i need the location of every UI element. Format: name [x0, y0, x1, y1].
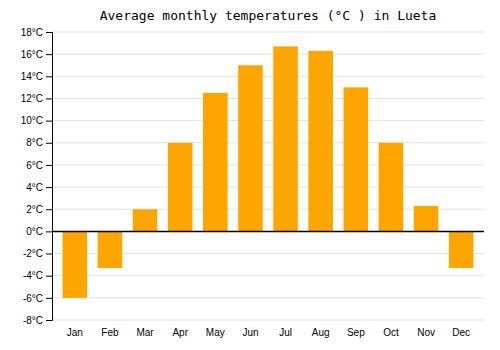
- x-tick-label: Dec: [452, 327, 470, 338]
- chart: -8°C -6°C -4°C -2°C 0°C 2°C 4°C 6°C 8°C 10°C 12°C 1…: [0, 0, 500, 350]
- y-tick-label: 10°C: [21, 115, 43, 126]
- zero-line: [52, 231, 484, 233]
- grid-line: [52, 231, 484, 232]
- y-tick-label: 8°C: [26, 137, 43, 148]
- y-tick-mark: [46, 98, 52, 99]
- y-tick-mark: [46, 143, 52, 144]
- bar: [133, 209, 158, 231]
- x-tick-label: May: [206, 327, 225, 338]
- y-tick-mark: [46, 187, 52, 188]
- bar: [273, 46, 298, 231]
- x-tick: May: [206, 327, 225, 338]
- grid-line: [52, 76, 484, 77]
- x-tick-label: Apr: [172, 327, 188, 338]
- y-tick-label: 18°C: [21, 27, 43, 38]
- grid-line: [52, 120, 484, 121]
- y-axis: -8°C -6°C -4°C -2°C 0°C 2°C 4°C 6°C 8°C 10°C 12°C 1…: [21, 27, 53, 326]
- x-tick: Jan: [67, 327, 83, 338]
- y-tick-label: -8°C: [23, 315, 43, 326]
- x-tick: Jul: [279, 327, 292, 338]
- y-tick: 2°C: [26, 204, 52, 215]
- x-tick: Apr: [172, 327, 188, 338]
- x-axis: Jan Feb Mar Apr May Jun Jul Aug Sep Oct Nov Dec: [67, 327, 470, 338]
- y-tick-label: 6°C: [26, 160, 43, 171]
- y-tick-label: 0°C: [26, 226, 43, 237]
- bar: [238, 65, 263, 231]
- x-tick-label: Jun: [242, 327, 258, 338]
- x-tick: Mar: [136, 327, 154, 338]
- y-tick-mark: [46, 298, 52, 299]
- bar: [449, 231, 474, 268]
- x-tick-label: Oct: [383, 327, 399, 338]
- y-tick: -2°C: [23, 248, 52, 259]
- y-tick: 12°C: [21, 93, 52, 104]
- x-tick-label: Jul: [279, 327, 292, 338]
- y-tick: -6°C: [23, 293, 52, 304]
- y-tick-label: -6°C: [23, 293, 43, 304]
- y-tick-mark: [46, 54, 52, 55]
- x-tick: Jun: [242, 327, 258, 338]
- y-tick: 6°C: [26, 160, 52, 171]
- x-tick-label: Aug: [312, 327, 330, 338]
- x-tick: Oct: [383, 327, 399, 338]
- y-tick-label: 16°C: [21, 49, 43, 60]
- bars: [52, 46, 484, 297]
- y-tick-mark: [46, 165, 52, 166]
- bar: [63, 231, 88, 297]
- title: Average monthly temperatures (°C ) in Lu…: [100, 8, 437, 23]
- y-tick: 18°C: [21, 27, 52, 38]
- bar: [308, 51, 333, 232]
- y-tick: 10°C: [21, 115, 52, 126]
- y-tick-mark: [46, 76, 52, 77]
- grid-line: [52, 32, 484, 33]
- y-tick: 4°C: [26, 182, 52, 193]
- x-tick-label: Sep: [347, 327, 365, 338]
- x-tick: Feb: [101, 327, 119, 338]
- y-tick: 8°C: [26, 137, 52, 148]
- y-tick: -8°C: [23, 315, 52, 326]
- y-tick-mark: [46, 32, 52, 33]
- grid-line: [52, 275, 484, 276]
- y-tick-label: 4°C: [26, 182, 43, 193]
- y-tick-mark: [46, 209, 52, 210]
- grid-line: [52, 187, 484, 188]
- y-tick-label: -4°C: [23, 270, 43, 281]
- grid-line: [52, 142, 484, 143]
- y-tick-mark: [46, 254, 52, 255]
- x-tick-label: Nov: [417, 327, 435, 338]
- bar: [414, 206, 439, 231]
- y-tick: 14°C: [21, 71, 52, 82]
- grid: [52, 32, 484, 320]
- x-tick-label: Mar: [136, 327, 154, 338]
- bar: [168, 143, 193, 232]
- y-tick: 16°C: [21, 49, 52, 60]
- grid-line: [52, 54, 484, 55]
- bar: [203, 93, 228, 231]
- bar: [344, 87, 369, 231]
- grid-line: [52, 98, 484, 99]
- bar: [379, 143, 404, 232]
- y-tick-mark: [46, 121, 52, 122]
- grid-line: [52, 320, 484, 321]
- y-tick-mark: [46, 320, 52, 321]
- y-tick-label: -2°C: [23, 248, 43, 259]
- x-tick: Dec: [452, 327, 470, 338]
- y-tick: -4°C: [23, 270, 52, 281]
- x-tick-label: Jan: [67, 327, 83, 338]
- x-tick: Aug: [312, 327, 330, 338]
- y-tick: 0°C: [26, 226, 52, 237]
- plot: -8°C -6°C -4°C -2°C 0°C 2°C 4°C 6°C 8°C 10°C 12°C 1…: [21, 27, 484, 338]
- y-tick-mark: [46, 276, 52, 277]
- y-tick-label: 2°C: [26, 204, 43, 215]
- grid-line: [52, 164, 484, 165]
- y-tick-mark: [46, 231, 52, 232]
- x-tick: Sep: [347, 327, 365, 338]
- grid-line: [52, 297, 484, 298]
- x-tick-label: Feb: [101, 327, 119, 338]
- bar: [98, 231, 123, 268]
- x-tick: Nov: [417, 327, 435, 338]
- y-tick-label: 14°C: [21, 71, 43, 82]
- y-tick-label: 12°C: [21, 93, 43, 104]
- y-axis-line: [46, 33, 53, 321]
